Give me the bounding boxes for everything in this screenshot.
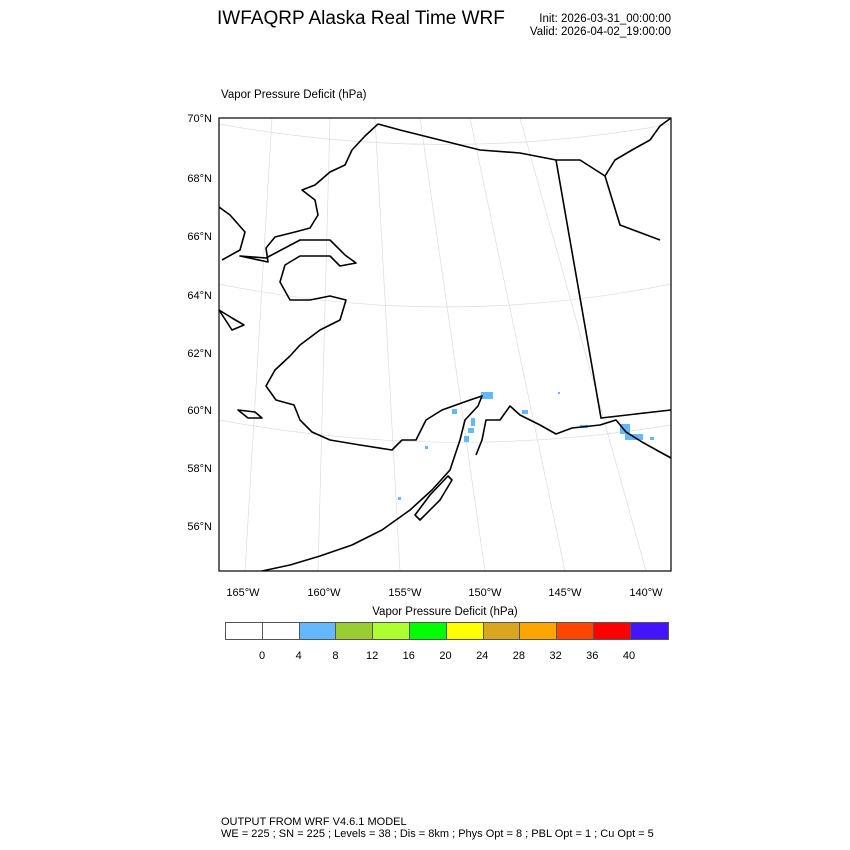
lat-label: 60°N: [187, 405, 212, 417]
colorbar-swatch: [520, 623, 558, 639]
lat-label: 64°N: [187, 290, 212, 302]
colorbar-label: 28: [512, 650, 526, 662]
field-label: Vapor Pressure Deficit (hPa): [221, 89, 367, 101]
colorbar-title: Vapor Pressure Deficit (hPa): [372, 606, 518, 618]
lat-label: 66°N: [187, 231, 212, 243]
colorbar-swatch: [226, 623, 263, 639]
lon-label: 165°W: [226, 587, 260, 599]
colorbar-label: 8: [332, 650, 339, 662]
colorbar-swatch: [409, 623, 447, 639]
colorbar-label: 32: [549, 650, 562, 662]
colorbar-swatch: [299, 623, 337, 639]
colorbar-swatch: [446, 623, 484, 639]
colorbar-label: 16: [402, 650, 415, 662]
colorbar-swatch: [557, 623, 594, 639]
lon-label: 145°W: [548, 587, 582, 599]
lat-label: 58°N: [187, 463, 212, 475]
colorbar-label: 0: [258, 650, 266, 662]
colorbar-swatch: [593, 623, 631, 639]
colorbar-swatch: [373, 623, 410, 639]
colorbar-swatch: [336, 623, 374, 639]
colorbar-label: 36: [586, 650, 599, 662]
colorbar: [225, 622, 669, 640]
colorbar-swatch: [262, 623, 300, 639]
borders: [555, 159, 672, 419]
page-title: IWFAQRP Alaska Real Time WRF: [217, 8, 505, 29]
colorbar-label: 4: [295, 650, 302, 662]
colorbar-swatch: [630, 623, 668, 639]
colorbar-label: 20: [439, 650, 452, 662]
lat-label: 62°N: [187, 348, 212, 360]
map-frame: [218, 117, 672, 572]
valid-time: Valid: 2026-04-02_19:00:00: [529, 26, 671, 38]
lon-label: 155°W: [388, 587, 422, 599]
lon-label: 150°W: [468, 587, 502, 599]
vpd-shading-4-8: [398, 392, 654, 500]
lon-label: 160°W: [307, 587, 341, 599]
lat-label: 56°N: [187, 521, 212, 533]
lat-label: 70°N: [187, 113, 212, 125]
lat-label: 68°N: [187, 173, 212, 185]
lon-label: 140°W: [629, 587, 663, 599]
footer-config: WE = 225 ; SN = 225 ; Levels = 38 ; Dis …: [221, 828, 654, 840]
colorbar-swatch: [483, 623, 521, 639]
init-time: Init: 2026-03-31_00:00:00: [539, 13, 671, 25]
coastline: [218, 117, 672, 572]
graticule: [218, 117, 672, 572]
colorbar-label: 12: [365, 650, 379, 662]
colorbar-label: 24: [476, 650, 489, 662]
footer-model: OUTPUT FROM WRF V4.6.1 MODEL: [221, 816, 407, 828]
colorbar-label: 40: [622, 650, 636, 662]
